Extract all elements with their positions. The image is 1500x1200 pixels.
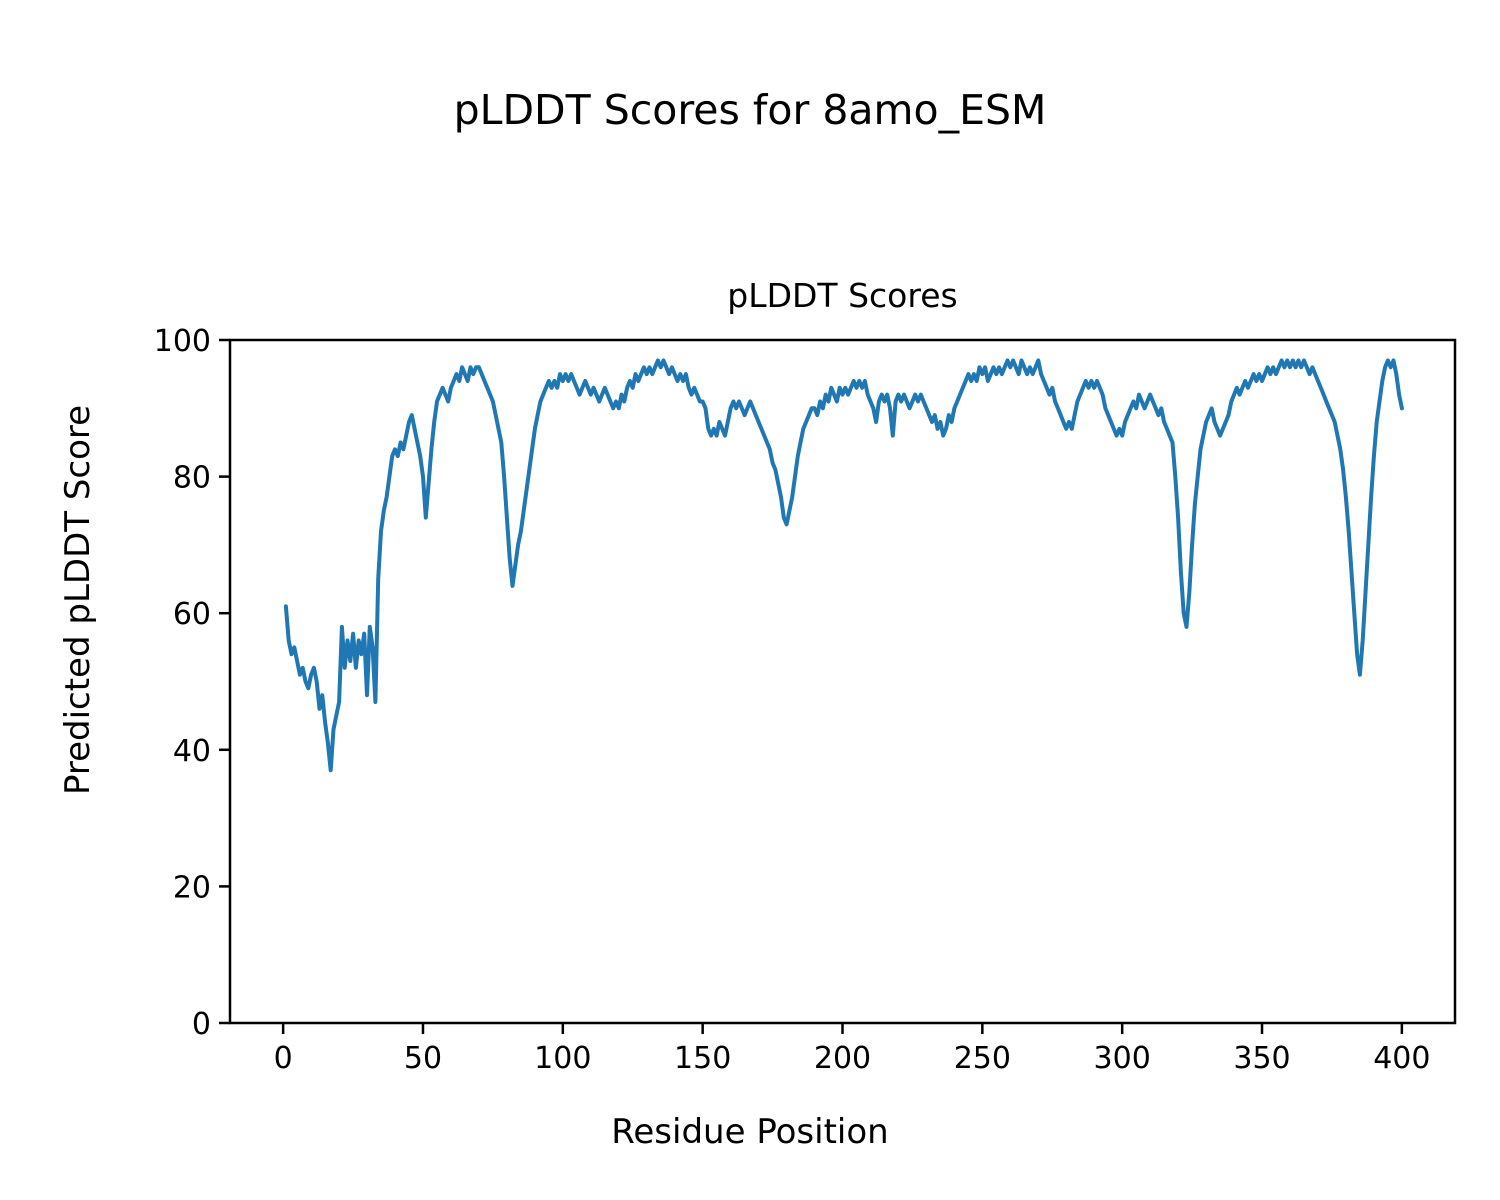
y-tick-label: 0 [192, 1007, 211, 1042]
x-tick-label: 200 [814, 1041, 871, 1076]
x-tick-label: 350 [1233, 1041, 1290, 1076]
figure-title: pLDDT Scores for 8amo_ESM [453, 86, 1047, 134]
y-tick-label: 60 [173, 597, 211, 632]
x-tick-label: 50 [404, 1041, 442, 1076]
axes-title: pLDDT Scores [727, 276, 958, 315]
y-tick-label: 20 [173, 870, 211, 905]
x-tick-label: 400 [1373, 1041, 1430, 1076]
x-tick-label: 300 [1094, 1041, 1151, 1076]
x-tick-label: 150 [674, 1041, 731, 1076]
x-tick-label: 0 [274, 1041, 293, 1076]
x-axis-label: Residue Position [611, 1112, 889, 1152]
plddt-line [283, 358, 1404, 773]
x-tick-label: 250 [954, 1041, 1011, 1076]
x-tick-label: 100 [534, 1041, 591, 1076]
y-tick-label: 100 [154, 324, 211, 359]
y-tick-label: 80 [173, 461, 211, 496]
y-tick-label: 40 [173, 734, 211, 769]
axes-spines [228, 338, 1457, 1025]
